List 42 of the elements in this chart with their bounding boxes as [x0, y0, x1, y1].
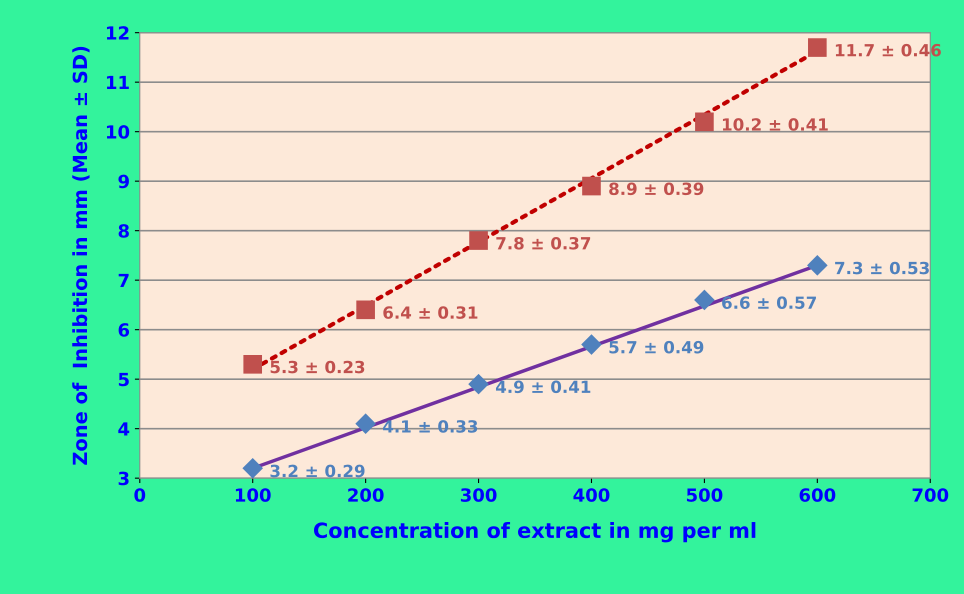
data-label: 4.9 ± 0.41: [496, 380, 590, 394]
data-label: 5.7 ± 0.49: [609, 340, 704, 354]
y-tick-label: 7: [118, 274, 129, 288]
x-tick-label: 0: [134, 488, 146, 502]
point: [582, 176, 601, 196]
data-label: 7.8 ± 0.37: [496, 236, 590, 250]
y-axis-title: Zone of Inhibition in mm (Mean ± SD): [72, 46, 90, 465]
data-label: 6.4 ± 0.31: [383, 306, 478, 319]
x-tick-label: 700: [912, 488, 948, 502]
x-tick-label: 100: [236, 488, 271, 502]
point: [581, 334, 602, 355]
point: [468, 374, 489, 394]
y-tick-label: 5: [118, 372, 129, 386]
y-tick-label: 11: [106, 76, 129, 90]
y-tick-label: 10: [106, 125, 130, 139]
x-axis-title: Concentration of extract in mg per ml: [314, 522, 756, 542]
x-tick-label: 300: [460, 488, 497, 502]
point: [242, 458, 264, 478]
point: [469, 231, 488, 250]
point: [356, 300, 375, 320]
x-tick-label: 200: [348, 488, 384, 502]
x-tick-label: 400: [573, 488, 610, 502]
point: [808, 38, 827, 57]
y-tick-label: 9: [118, 174, 129, 188]
data-label: 6.6 ± 0.57: [722, 296, 816, 309]
data-label: 8.9 ± 0.39: [609, 182, 704, 196]
point: [694, 290, 715, 310]
point: [807, 255, 828, 276]
point: [695, 112, 714, 132]
y-tick-label: 4: [118, 422, 130, 436]
y-tick-label: 12: [106, 26, 128, 40]
data-label: 5.3 ± 0.23: [270, 360, 364, 374]
data-label: 3.2 ± 0.29: [270, 464, 365, 478]
point: [355, 413, 376, 434]
y-tick-label: 3: [118, 472, 129, 486]
x-tick-label: 500: [686, 488, 722, 502]
data-label: 10.2 ± 0.41: [722, 118, 828, 131]
y-tick-label: 8: [118, 224, 129, 238]
data-label: 7.3 ± 0.53: [835, 262, 929, 274]
y-tick-label: 6: [118, 323, 130, 337]
x-tick-label: 600: [800, 488, 836, 502]
point: [243, 355, 262, 374]
